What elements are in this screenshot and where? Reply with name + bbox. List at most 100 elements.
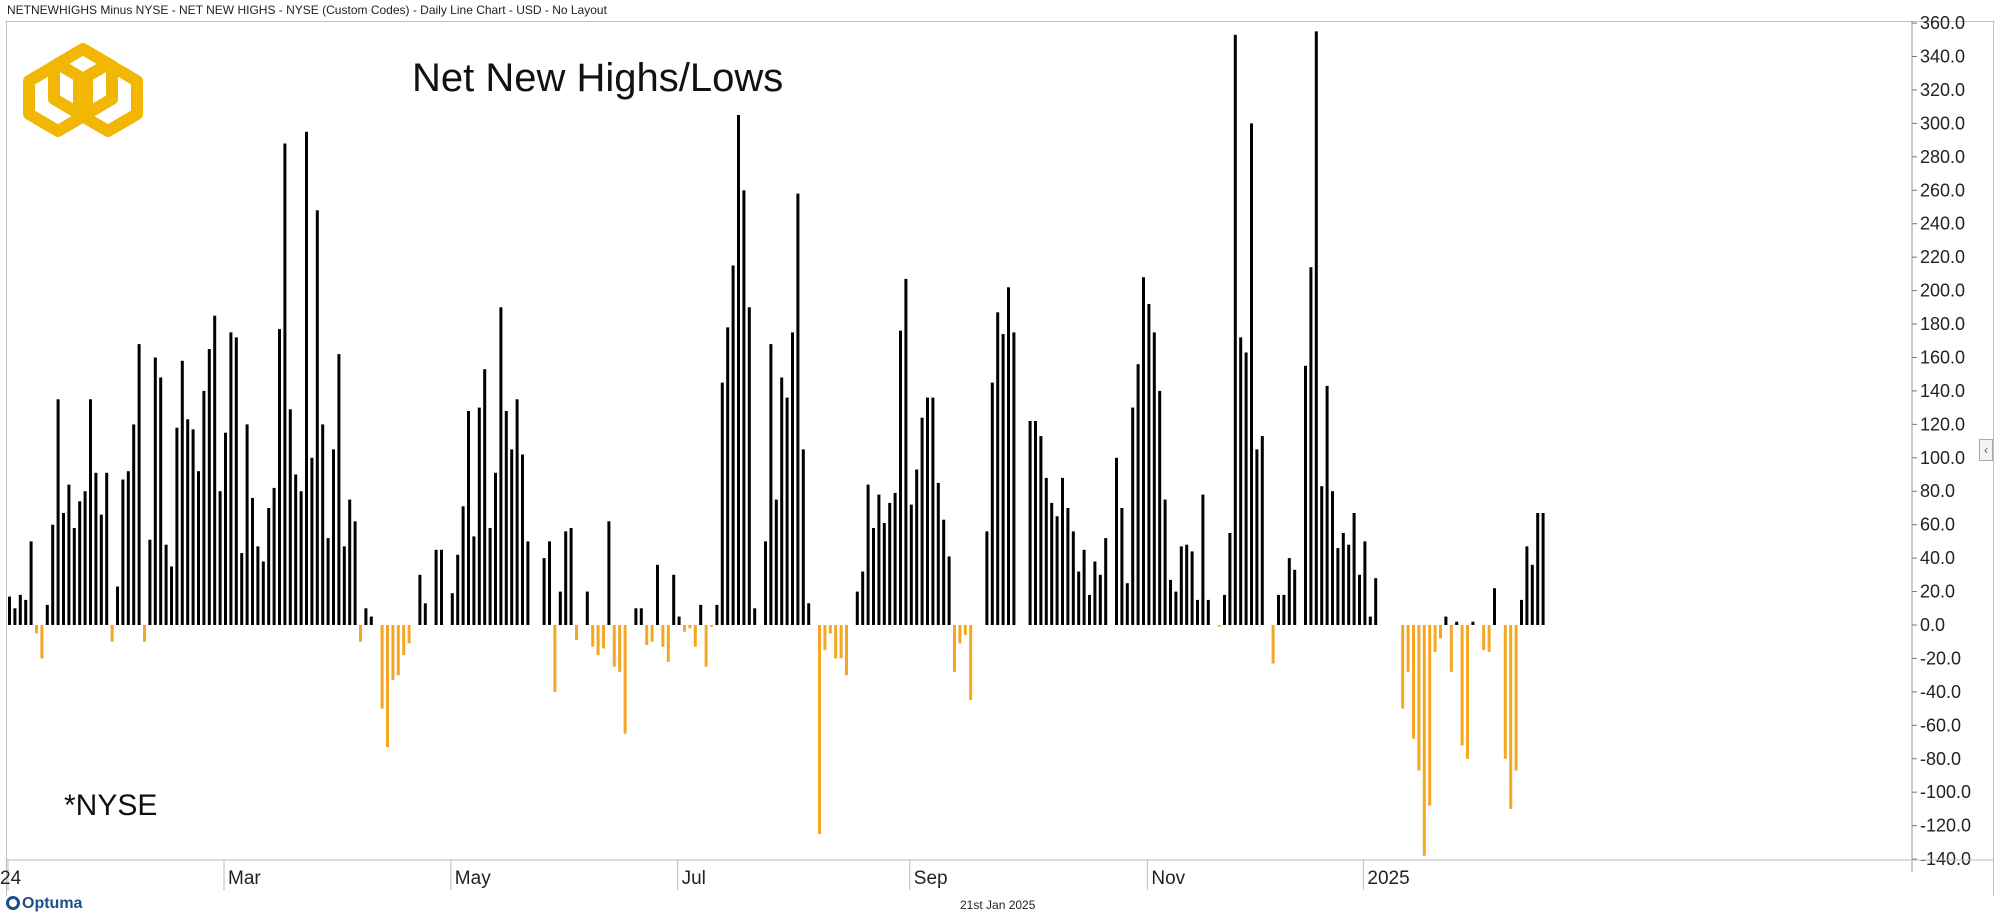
- bar: [1287, 558, 1291, 625]
- bar: [116, 586, 119, 625]
- bar: [369, 616, 373, 625]
- bar: [596, 625, 600, 656]
- bar: [1363, 541, 1367, 625]
- bar: [137, 344, 141, 625]
- bar: [1093, 561, 1097, 625]
- bar: [877, 494, 881, 625]
- bar: [83, 491, 87, 625]
- bar: [332, 449, 335, 625]
- bar: [634, 608, 638, 625]
- bar: [704, 625, 708, 667]
- bar: [915, 469, 919, 625]
- bar: [526, 541, 530, 625]
- bar: [515, 399, 519, 625]
- bar: [1541, 513, 1545, 625]
- bar: [801, 449, 805, 625]
- bar: [1455, 621, 1459, 625]
- bar: [1277, 594, 1280, 625]
- bar: [639, 608, 643, 625]
- bar: [1007, 287, 1010, 625]
- y-tick-label: 320.0: [1920, 80, 1965, 100]
- bar: [656, 564, 659, 625]
- bar: [1233, 34, 1237, 626]
- bar: [191, 429, 195, 625]
- bar: [67, 484, 71, 625]
- bar: [1185, 544, 1189, 625]
- bar: [170, 566, 173, 625]
- bar: [764, 541, 767, 625]
- bar: [1125, 583, 1129, 625]
- bar: [288, 409, 292, 625]
- bar: [942, 519, 946, 625]
- bar: [1514, 625, 1518, 771]
- bar: [1174, 591, 1178, 625]
- bar: [256, 546, 260, 625]
- bar: [272, 487, 276, 625]
- bar: [1428, 625, 1432, 806]
- bar: [1239, 337, 1243, 625]
- bar: [261, 561, 265, 625]
- bar: [1223, 594, 1226, 625]
- x-tick-label: Sep: [914, 868, 948, 889]
- y-tick-label: 100.0: [1920, 448, 1965, 468]
- bar: [542, 558, 546, 625]
- app-logo: [23, 43, 143, 137]
- bar: [1104, 538, 1108, 625]
- bar: [1331, 491, 1334, 625]
- bar: [51, 524, 55, 625]
- bar: [990, 382, 994, 625]
- bar: [753, 608, 757, 625]
- bar: [40, 625, 44, 659]
- bar: [132, 424, 136, 625]
- bar: [1136, 364, 1140, 625]
- bar: [1293, 569, 1297, 625]
- bar: [564, 531, 568, 625]
- bar: [213, 315, 217, 625]
- bar: [1444, 616, 1448, 625]
- bar: [1460, 625, 1464, 746]
- bar: [699, 604, 703, 625]
- bar: [348, 499, 352, 625]
- bar: [342, 546, 346, 625]
- bar: [726, 327, 730, 625]
- bar: [861, 571, 865, 625]
- bar: [251, 497, 254, 625]
- bar: [1325, 385, 1329, 625]
- bar: [985, 531, 989, 625]
- bar: [774, 499, 778, 625]
- bar: [1179, 546, 1183, 625]
- bar: [488, 528, 492, 625]
- bar: [294, 474, 298, 625]
- bar: [305, 131, 308, 626]
- brand-name: Optuma: [22, 895, 83, 912]
- bar: [872, 528, 875, 625]
- y-tick-label: 140.0: [1920, 381, 1965, 401]
- bar: [1406, 625, 1410, 672]
- bar: [1422, 625, 1426, 856]
- y-tick-label: -20.0: [1920, 648, 1961, 668]
- bar: [504, 411, 508, 625]
- bar: [931, 397, 935, 625]
- bar: [434, 549, 438, 625]
- bar: [1509, 625, 1513, 809]
- bar: [126, 471, 130, 625]
- bar: [267, 508, 271, 625]
- bar: [888, 502, 892, 625]
- x-tick-label: May: [455, 868, 491, 889]
- bar: [650, 625, 654, 642]
- bar: [791, 332, 794, 625]
- bar: [1217, 625, 1221, 627]
- bar: [1169, 579, 1172, 625]
- bar: [866, 484, 870, 625]
- bar: [1401, 625, 1405, 709]
- bar: [1503, 625, 1507, 759]
- bar: [834, 625, 838, 659]
- bar: [936, 482, 940, 625]
- bar: [715, 604, 719, 625]
- collapse-panel-icon[interactable]: ‹: [1979, 439, 1993, 461]
- bar: [402, 625, 406, 656]
- bar: [1250, 123, 1253, 626]
- bar: [467, 411, 470, 625]
- bar: [1228, 533, 1232, 625]
- bar: [35, 625, 38, 634]
